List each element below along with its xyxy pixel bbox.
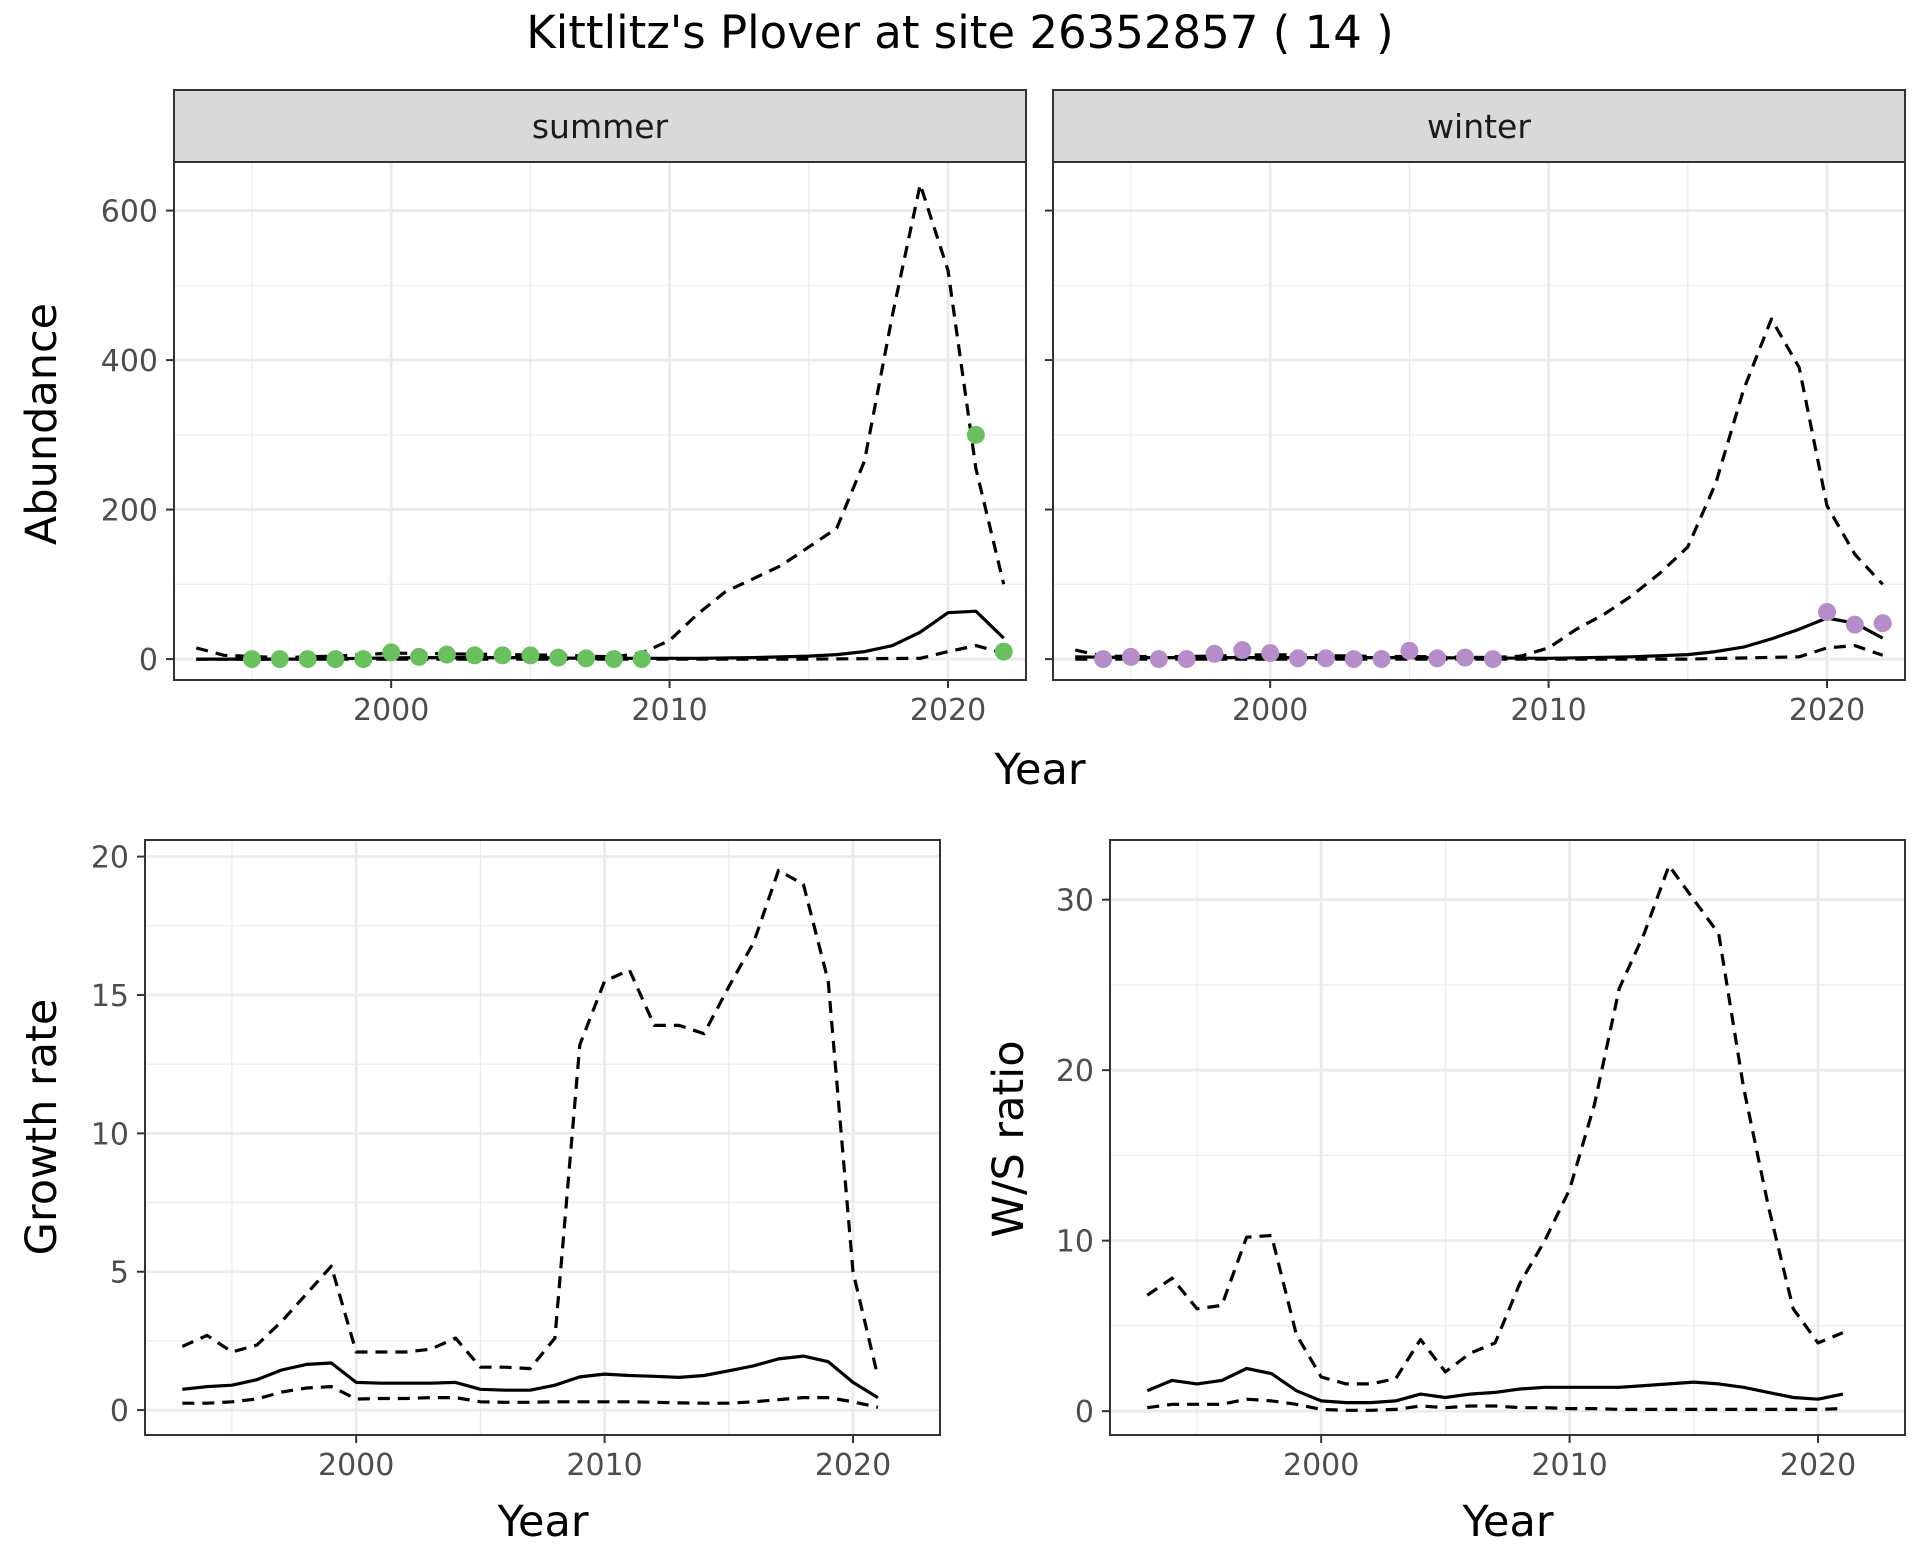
y-tick-label: 0	[1075, 1395, 1094, 1430]
y-tick-label: 200	[101, 494, 158, 529]
x-tick-label: 2020	[910, 693, 986, 728]
data-point	[632, 650, 651, 669]
summer-plot-area: 2000 2010 2020 0 200 400 600	[101, 161, 1027, 728]
ratio-plot-area: 2000 2010 2020 0 10 20 30	[1056, 839, 1906, 1483]
panel-border	[173, 161, 1027, 681]
data-point	[1261, 644, 1280, 663]
data-point	[1149, 650, 1168, 669]
data-point	[437, 645, 456, 664]
panel-border	[144, 839, 941, 1436]
data-point	[1316, 649, 1335, 668]
ratio-x-axis-title: Year	[1461, 1497, 1553, 1547]
y-tick-label: 10	[91, 1117, 129, 1152]
data-point	[410, 647, 429, 666]
data-point	[270, 650, 289, 669]
x-tick-label: 2020	[1789, 693, 1865, 728]
series-line-bound	[1146, 864, 1844, 1386]
series-line-median	[1146, 1366, 1844, 1405]
ratio-panel: 2000 2010 2020 0 10 20 30 Year W/S ratio	[984, 839, 1906, 1547]
series-line-bound	[181, 868, 880, 1378]
x-tick-label: 2020	[815, 1448, 891, 1483]
data-point	[1400, 641, 1419, 660]
data-point	[1177, 650, 1196, 669]
y-tick-label: 20	[91, 841, 129, 876]
x-tick-label: 2000	[318, 1448, 394, 1483]
series-line-bound	[1075, 644, 1884, 661]
data-point	[604, 650, 623, 669]
chart-title: Kittlitz's Plover at site 26352857 ( 14 …	[526, 6, 1393, 59]
y-tick-label: 0	[139, 643, 158, 678]
x-tick-label: 2010	[1531, 1448, 1607, 1483]
data-point	[1483, 650, 1502, 669]
data-point	[1818, 602, 1837, 621]
top-x-axis-title: Year	[993, 745, 1085, 795]
series-line-bound	[196, 644, 1005, 661]
data-point	[1094, 650, 1113, 669]
data-point	[298, 650, 317, 669]
series-line-bound	[1074, 317, 1884, 660]
y-tick-label: 600	[101, 195, 158, 230]
series-line-median	[182, 1354, 879, 1399]
series-line-median	[1075, 616, 1884, 660]
growth-plot-area: 2000 2010 2020 0 5 10 15 20	[91, 839, 941, 1483]
x-tick-label: 2000	[353, 693, 429, 728]
data-point	[577, 649, 596, 668]
y-tick-label: 30	[1056, 884, 1094, 919]
data-point	[549, 648, 568, 667]
panel-border	[1109, 839, 1906, 1436]
x-tick-label: 2010	[1510, 693, 1586, 728]
data-point	[465, 646, 484, 665]
x-tick-label: 2010	[566, 1448, 642, 1483]
data-point	[966, 425, 985, 444]
data-point	[1456, 648, 1475, 667]
data-point	[1205, 644, 1224, 663]
panel-border	[1052, 161, 1906, 681]
data-point	[382, 643, 401, 662]
x-tick-label: 2020	[1780, 1448, 1856, 1483]
winter-panel: winter 2000 2010 2020	[1045, 89, 1906, 728]
y-tick-label: 400	[101, 344, 158, 379]
data-point	[1428, 649, 1447, 668]
data-point	[326, 650, 345, 669]
y-tick-label: 10	[1056, 1225, 1094, 1260]
summer-panel: summer 2000 2010 2020 0 200 400 600	[101, 89, 1027, 728]
data-point	[242, 650, 261, 669]
data-point	[1289, 649, 1308, 668]
ratio-y-axis-title: W/S ratio	[984, 1040, 1034, 1237]
data-point	[1233, 641, 1252, 660]
x-tick-label: 2010	[631, 693, 707, 728]
growth-y-axis-title: Growth rate	[17, 999, 67, 1256]
y-tick-label: 15	[91, 979, 129, 1014]
growth-x-axis-title: Year	[496, 1497, 588, 1547]
y-tick-label: 0	[110, 1394, 129, 1429]
data-point	[493, 646, 512, 665]
series-line-median	[196, 609, 1005, 661]
winter-strip	[1052, 89, 1906, 163]
y-tick-label: 5	[110, 1256, 129, 1291]
data-point	[354, 650, 373, 669]
series-line-bound	[1147, 1397, 1843, 1412]
data-point	[1372, 650, 1391, 669]
data-point	[1344, 650, 1363, 669]
summer-strip-label: summer	[532, 107, 669, 146]
data-point	[521, 646, 540, 665]
data-point	[1873, 614, 1892, 633]
top-y-axis-title: Abundance	[17, 303, 67, 545]
data-point	[1121, 647, 1140, 666]
data-point	[1845, 615, 1864, 634]
x-tick-label: 2000	[1283, 1448, 1359, 1483]
series-line-bound	[195, 182, 1006, 660]
winter-plot-area: 2000 2010 2020	[1045, 161, 1906, 728]
y-tick-label: 20	[1056, 1054, 1094, 1089]
x-tick-label: 2000	[1232, 693, 1308, 728]
data-point	[994, 642, 1013, 661]
winter-strip-label: winter	[1427, 107, 1531, 146]
series-line-bound	[182, 1385, 879, 1409]
growth-panel: 2000 2010 2020 0 5 10 15 20 Year Growth rate	[17, 839, 941, 1547]
summer-strip	[173, 89, 1027, 163]
